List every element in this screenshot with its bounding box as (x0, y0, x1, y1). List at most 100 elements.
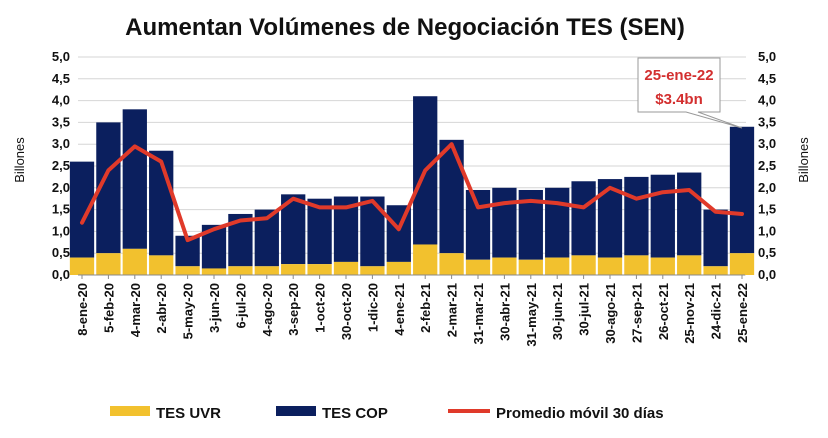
x-tick-label: 30-oct-20 (339, 283, 354, 340)
moving-average-line (80, 142, 744, 243)
bar-tes-cop (624, 176, 649, 256)
y-tick-right: 2,0 (758, 180, 776, 195)
x-tick-label: 5-feb-20 (101, 283, 116, 333)
bar-tes-uvr (518, 259, 543, 275)
y-tick-left: 2,0 (52, 180, 70, 195)
y-tick-right: 0,0 (758, 267, 776, 282)
tes-uvr-bars (69, 244, 755, 275)
legend-swatch-uvr (110, 406, 150, 416)
x-axis-ticks: 8-ene-20 5-feb-20 4-mar-20 2-abr-20 5-may-20… (75, 275, 750, 347)
bar-tes-cop (465, 189, 491, 260)
bar-tes-uvr (677, 255, 702, 275)
x-tick-label: 30-jul-21 (577, 283, 592, 336)
x-tick-label: 27-sep-21 (629, 283, 644, 343)
bar-tes-uvr (597, 257, 623, 275)
legend-label-avg: Promedio móvil 30 días (496, 405, 664, 422)
y-tick-right: 1,5 (758, 202, 776, 217)
bar-tes-uvr (386, 261, 411, 275)
bar-tes-uvr (254, 266, 279, 275)
bar-tes-cop (439, 139, 464, 254)
y-tick-right: 2,5 (758, 158, 776, 173)
x-tick-label: 3-jun-20 (207, 283, 222, 333)
annotation-callout: 25-ene-22 $3.4bn (637, 57, 743, 129)
legend-label-cop: TES COP (322, 405, 388, 422)
x-tick-label: 1-dic-20 (365, 283, 380, 332)
annotation-value: $3.4bn (655, 91, 703, 108)
bar-tes-uvr (624, 255, 649, 275)
y-tick-left: 0,0 (52, 267, 70, 282)
bar-tes-uvr (413, 244, 438, 275)
bar-tes-uvr (96, 253, 121, 275)
bar-tes-uvr (492, 257, 517, 275)
bar-tes-uvr (465, 259, 491, 275)
y-tick-left: 3,5 (52, 114, 70, 129)
bar-tes-uvr (228, 266, 253, 275)
y-axis-right-title: Billones (796, 137, 811, 183)
x-tick-label: 3-sep-20 (286, 283, 301, 336)
y-tick-left: 4,5 (52, 71, 70, 86)
x-tick-label: 4-ago-20 (260, 283, 275, 336)
x-tick-label: 6-jul-20 (233, 283, 248, 329)
bar-tes-uvr (201, 268, 227, 275)
y-axis-left-ticks: 0,0 0,5 1,0 1,5 2,0 2,5 3,0 3,5 4,0 4,5 5,0 (52, 49, 70, 282)
bar-tes-cop (307, 198, 332, 265)
x-tick-label: 5-may-20 (181, 283, 196, 339)
bar-tes-cop (122, 109, 147, 249)
y-tick-right: 0,5 (758, 245, 776, 260)
y-tick-left: 2,5 (52, 158, 70, 173)
bar-tes-cop (149, 150, 174, 256)
bar-tes-uvr (360, 266, 385, 275)
annotation-date: 25-ene-22 (644, 67, 713, 84)
bar-tes-uvr (69, 257, 95, 275)
x-tick-label: 30-ago-21 (603, 283, 618, 344)
x-tick-label: 24-dic-21 (709, 283, 724, 339)
x-tick-label: 2-feb-21 (418, 283, 433, 333)
bar-tes-cop (729, 126, 755, 254)
bar-tes-uvr (307, 264, 332, 275)
bar-tes-cop (360, 196, 385, 267)
x-tick-label: 2-abr-20 (154, 283, 169, 334)
x-tick-label: 4-mar-20 (128, 283, 143, 337)
x-tick-label: 1-oct-20 (313, 283, 328, 333)
bar-tes-cop (677, 172, 702, 256)
bar-tes-uvr (122, 248, 147, 275)
y-tick-left: 0,5 (52, 245, 70, 260)
y-tick-right: 1,0 (758, 223, 776, 238)
x-tick-label: 31-mar-21 (471, 283, 486, 344)
y-tick-right: 4,5 (758, 71, 776, 86)
x-tick-label: 31-may-21 (524, 283, 539, 347)
bar-tes-uvr (545, 257, 570, 275)
x-tick-label: 4-ene-21 (392, 283, 407, 336)
bar-tes-uvr (149, 255, 174, 275)
x-tick-label: 8-ene-20 (75, 283, 90, 336)
x-tick-label: 25-nov-21 (682, 283, 697, 344)
chart-title: Aumentan Volúmenes de Negociación TES (S… (125, 14, 685, 41)
legend-label-uvr: TES UVR (156, 405, 221, 422)
bar-tes-uvr (439, 253, 464, 275)
bar-tes-uvr (571, 255, 596, 275)
tes-cop-bars (69, 96, 755, 269)
x-tick-label: 26-oct-21 (656, 283, 671, 340)
y-axis-right-ticks: 0,0 0,5 1,0 1,5 2,0 2,5 3,0 3,5 4,0 4,5 5,0 (758, 49, 776, 282)
y-tick-left: 1,5 (52, 202, 70, 217)
y-tick-left: 4,0 (52, 93, 70, 108)
y-tick-right: 4,0 (758, 93, 776, 108)
y-tick-left: 5,0 (52, 49, 70, 64)
bar-tes-uvr (333, 261, 359, 275)
y-tick-right: 3,0 (758, 136, 776, 151)
bar-tes-uvr (175, 266, 200, 275)
legend: TES UVR TES COP Promedio móvil 30 días (110, 405, 664, 422)
x-tick-label: 30-jun-21 (550, 283, 565, 340)
bar-tes-cop (492, 187, 517, 258)
x-tick-label: 25-ene-22 (735, 283, 750, 343)
bar-tes-cop (545, 187, 570, 258)
bar-tes-cop (571, 181, 596, 256)
bar-tes-cop (650, 174, 675, 258)
x-tick-label: 30-abr-21 (497, 283, 512, 341)
y-tick-right: 5,0 (758, 49, 776, 64)
bar-tes-uvr (703, 266, 728, 275)
y-tick-left: 3,0 (52, 136, 70, 151)
x-tick-label: 2-mar-21 (445, 283, 460, 337)
y-axis-left-title: Billones (12, 137, 27, 183)
